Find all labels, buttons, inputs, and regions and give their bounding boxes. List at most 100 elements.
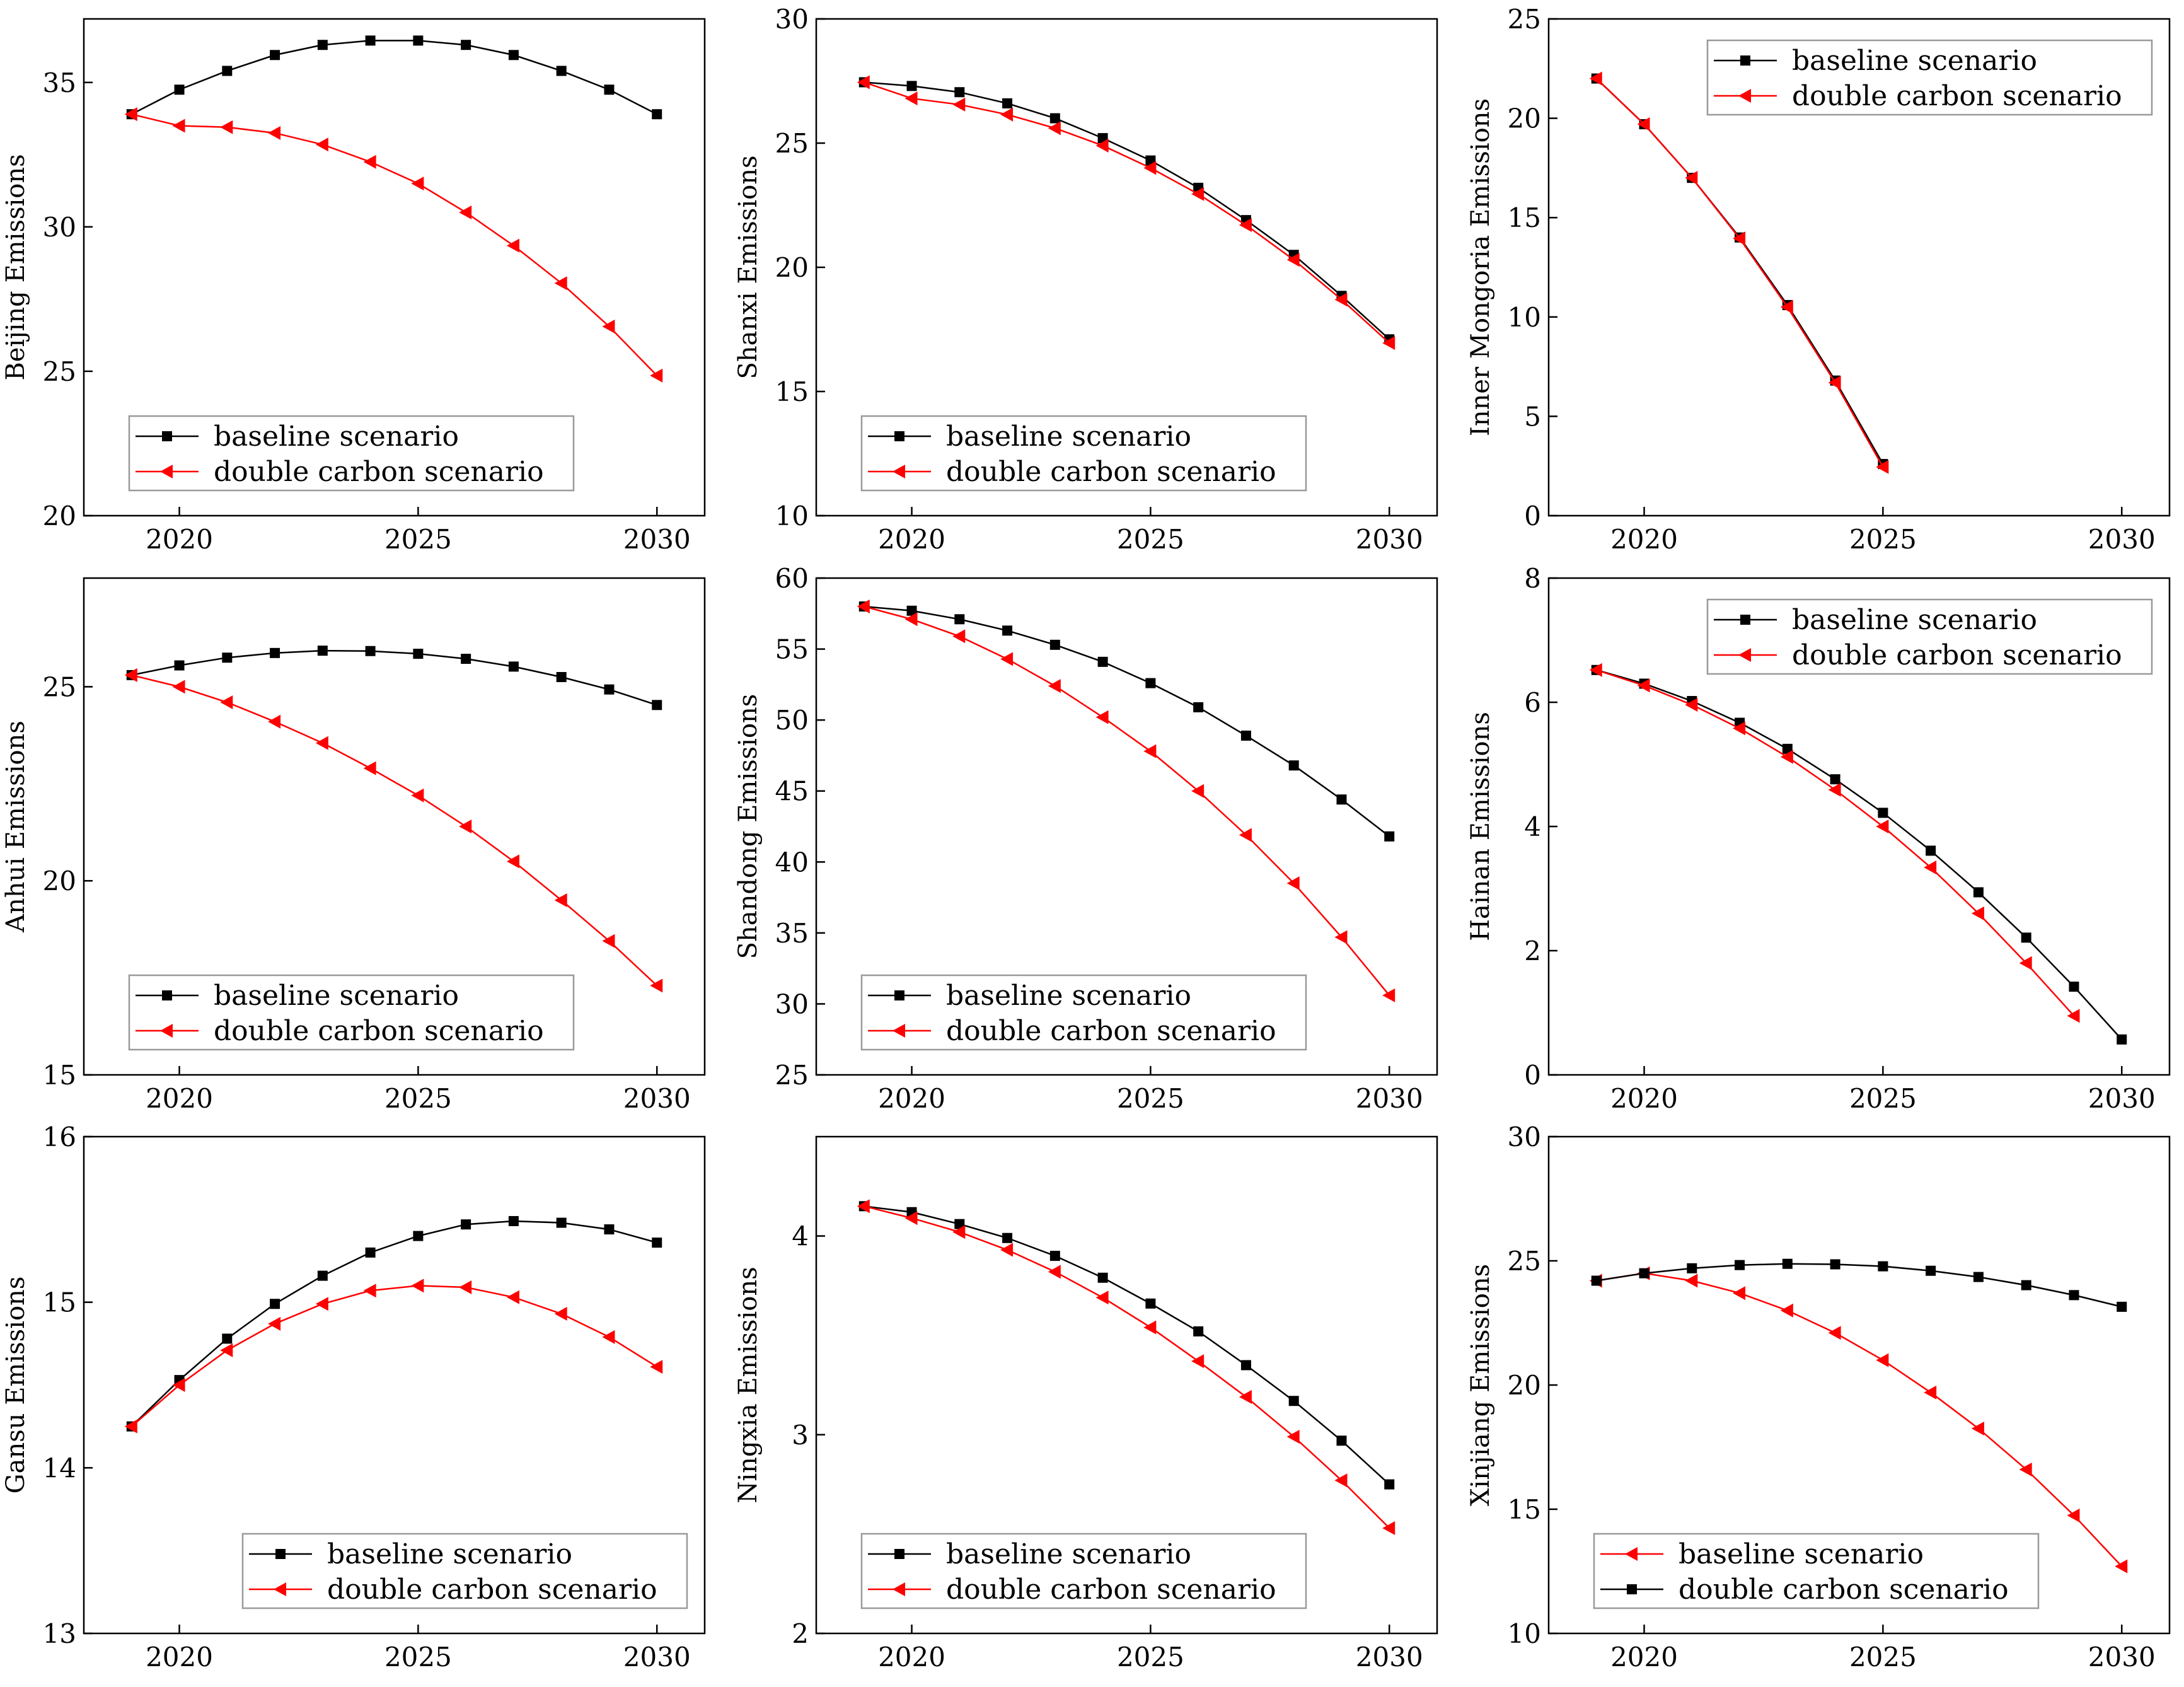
series-line (864, 1205, 1390, 1529)
data-point (904, 1211, 918, 1226)
x-tick-label: 2030 (1356, 524, 1423, 555)
data-point (556, 671, 567, 682)
series (858, 1201, 1395, 1490)
data-point (857, 75, 870, 90)
legend-marker (162, 431, 172, 441)
data-point (411, 177, 424, 191)
data-point (1143, 1320, 1157, 1335)
data-point (270, 647, 280, 658)
data-point (652, 700, 662, 710)
data-point (650, 368, 663, 383)
y-axis-label: Ningxia Emissions (734, 1267, 763, 1503)
data-point (2117, 1034, 2127, 1045)
series (124, 668, 663, 993)
legend-label: double carbon scenario (214, 1015, 544, 1047)
data-point (1926, 1265, 1936, 1276)
legend-label: double carbon scenario (1792, 80, 2122, 112)
data-point (1002, 98, 1013, 108)
x-tick-label: 2020 (146, 1083, 213, 1114)
y-tick-label: 25 (1508, 1246, 1541, 1277)
data-point (1240, 1360, 1251, 1371)
data-point (1830, 774, 1840, 785)
series-line (131, 674, 658, 987)
data-point (1191, 1354, 1205, 1369)
legend-label: baseline scenario (1792, 45, 2037, 77)
legend-box (1593, 1533, 2040, 1609)
data-point (652, 1238, 662, 1248)
y-tick-label: 25 (775, 128, 809, 159)
data-point (1191, 187, 1205, 201)
legend-box (128, 415, 575, 492)
y-tick-label: 30 (775, 988, 809, 1019)
x-tick-label: 2025 (1849, 1642, 1917, 1673)
data-point (952, 97, 966, 112)
data-point (1049, 1251, 1060, 1261)
data-point (1288, 760, 1299, 771)
series (1589, 1266, 2128, 1574)
plot-frame (815, 577, 1438, 1076)
data-point (1591, 1275, 1602, 1286)
data-point (2021, 932, 2031, 943)
data-point (1143, 744, 1157, 758)
y-tick-label: 15 (775, 376, 809, 407)
y-axis-label: Gansu Emissions (1, 1277, 30, 1494)
x-tick-label: 2025 (1849, 1083, 1917, 1114)
y-tick-label: 15 (1508, 202, 1541, 233)
data-point (459, 820, 472, 833)
data-point (1685, 1273, 1698, 1288)
data-point (1097, 1272, 1108, 1283)
x-tick-label: 2025 (384, 1642, 452, 1673)
y-tick-label: 0 (1524, 1060, 1541, 1091)
data-point (1334, 293, 1348, 307)
y-tick-label: 6 (1524, 687, 1541, 718)
data-point (1973, 887, 1984, 898)
data-point (363, 154, 376, 169)
data-point (1002, 625, 1013, 636)
data-point (1382, 988, 1395, 1002)
data-point (1095, 710, 1109, 724)
data-point (1049, 639, 1060, 650)
data-point (220, 695, 233, 709)
y-tick-label: 35 (43, 67, 76, 98)
data-point (1780, 1303, 1793, 1318)
legend-label: baseline scenario (1792, 604, 2037, 636)
legend-marker (893, 1582, 905, 1596)
y-axis-label: Shandong Emissions (734, 694, 763, 959)
legend-box (860, 974, 1307, 1051)
series-line (864, 605, 1390, 996)
data-point (1878, 1261, 1888, 1272)
data-point (906, 605, 917, 616)
series-line (864, 1205, 1390, 1485)
data-point (2069, 1290, 2079, 1301)
data-point (124, 107, 137, 122)
series (124, 1278, 663, 1434)
y-tick-label: 20 (1508, 103, 1541, 134)
data-point (459, 205, 472, 219)
legend-marker (274, 1582, 286, 1596)
data-point (1828, 1326, 1841, 1340)
data-point (1000, 107, 1014, 122)
data-point (1048, 121, 1061, 136)
data-point (363, 761, 376, 775)
series-line (131, 113, 658, 376)
x-tick-label: 2020 (1610, 524, 1678, 555)
data-point (1924, 1385, 1937, 1400)
data-point (268, 1316, 281, 1331)
data-point (1239, 828, 1252, 842)
data-point (1286, 876, 1300, 891)
data-point (1240, 730, 1251, 741)
data-point (650, 1360, 663, 1374)
y-tick-label: 10 (1508, 1618, 1541, 1649)
legend-label: baseline scenario (214, 420, 459, 453)
x-tick-label: 2030 (2088, 524, 2156, 555)
x-tick-label: 2020 (146, 1642, 213, 1673)
plot-frame (83, 1135, 706, 1635)
data-point (2115, 1559, 2128, 1574)
x-tick-label: 2030 (1356, 1083, 1423, 1114)
data-point (1097, 656, 1108, 667)
y-tick-label: 35 (775, 918, 809, 949)
y-tick-label: 16 (43, 1122, 76, 1152)
